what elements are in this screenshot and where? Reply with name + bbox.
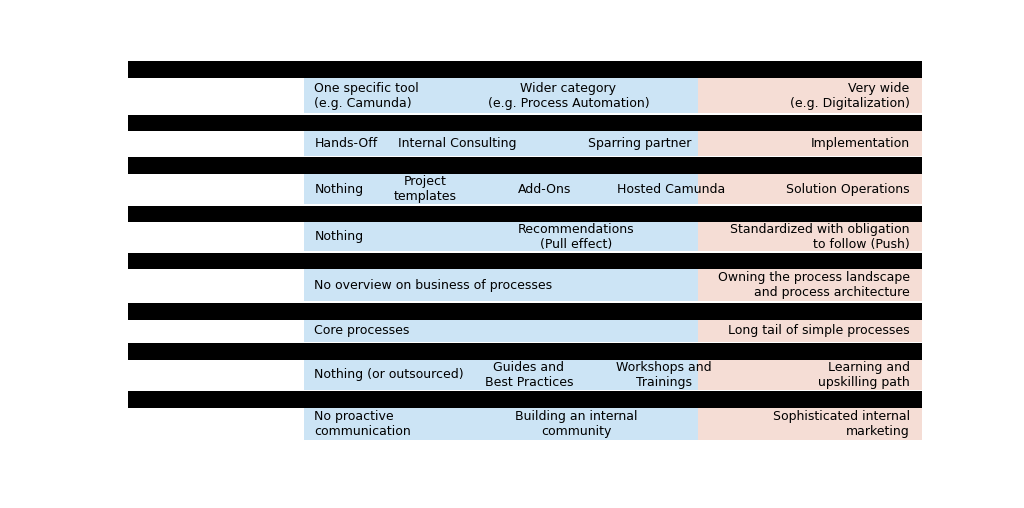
Bar (128, 343, 922, 360)
Text: Nothing: Nothing (314, 183, 364, 196)
Text: No overview on business of processes: No overview on business of processes (314, 279, 553, 292)
Text: Hosted Camunda: Hosted Camunda (617, 183, 726, 196)
Text: Solution Operations: Solution Operations (786, 183, 909, 196)
Bar (698, 320, 922, 342)
Text: Sparring partner: Sparring partner (588, 137, 691, 150)
Bar (698, 269, 922, 301)
Text: Learning and
upskilling path: Learning and upskilling path (818, 361, 909, 389)
Bar (128, 61, 922, 78)
Bar (304, 408, 698, 440)
Bar (128, 204, 922, 206)
Text: Hands-Off: Hands-Off (314, 137, 378, 150)
Bar (698, 174, 922, 204)
Bar (128, 390, 922, 391)
Text: Project
templates: Project templates (394, 175, 457, 203)
Bar (128, 156, 922, 157)
Text: Standardized with obligation
to follow (Push): Standardized with obligation to follow (… (730, 223, 909, 251)
Text: Wider category
(e.g. Process Automation): Wider category (e.g. Process Automation) (487, 82, 649, 110)
Bar (304, 223, 698, 251)
Text: No proactive
communication: No proactive communication (314, 410, 412, 438)
Bar (698, 360, 922, 390)
Bar (698, 132, 922, 156)
Bar (128, 301, 922, 303)
Text: Implementation: Implementation (811, 137, 909, 150)
Bar (304, 269, 698, 301)
Bar (304, 320, 698, 342)
Text: Core processes: Core processes (314, 324, 410, 337)
Text: Long tail of simple processes: Long tail of simple processes (728, 324, 909, 337)
Bar (128, 303, 922, 320)
Bar (128, 115, 922, 132)
Bar (304, 78, 698, 113)
Bar (304, 132, 698, 156)
Bar (698, 78, 922, 113)
Bar (128, 252, 922, 269)
Bar (128, 391, 922, 408)
Text: Very wide
(e.g. Digitalization): Very wide (e.g. Digitalization) (790, 82, 909, 110)
Text: One specific tool
(e.g. Camunda): One specific tool (e.g. Camunda) (314, 82, 419, 110)
Text: Workshops and
Trainings: Workshops and Trainings (615, 361, 712, 389)
Bar (304, 174, 698, 204)
Bar (128, 113, 922, 115)
Bar (698, 408, 922, 440)
Bar (128, 440, 922, 441)
Text: Nothing (or outsourced): Nothing (or outsourced) (314, 368, 464, 382)
Text: Owning the process landscape
and process architecture: Owning the process landscape and process… (718, 271, 909, 299)
Text: Guides and
Best Practices: Guides and Best Practices (484, 361, 573, 389)
Text: Building an internal
community: Building an internal community (515, 410, 638, 438)
Bar (304, 360, 698, 390)
Text: Recommendations
(Pull effect): Recommendations (Pull effect) (518, 223, 635, 251)
Text: Sophisticated internal
marketing: Sophisticated internal marketing (772, 410, 909, 438)
Bar (698, 223, 922, 251)
Text: Add-Ons: Add-Ons (518, 183, 571, 196)
Bar (128, 251, 922, 252)
Bar (128, 342, 922, 343)
Text: Internal Consulting: Internal Consulting (398, 137, 516, 150)
Bar (128, 206, 922, 223)
Bar (128, 157, 922, 174)
Text: Nothing: Nothing (314, 230, 364, 243)
